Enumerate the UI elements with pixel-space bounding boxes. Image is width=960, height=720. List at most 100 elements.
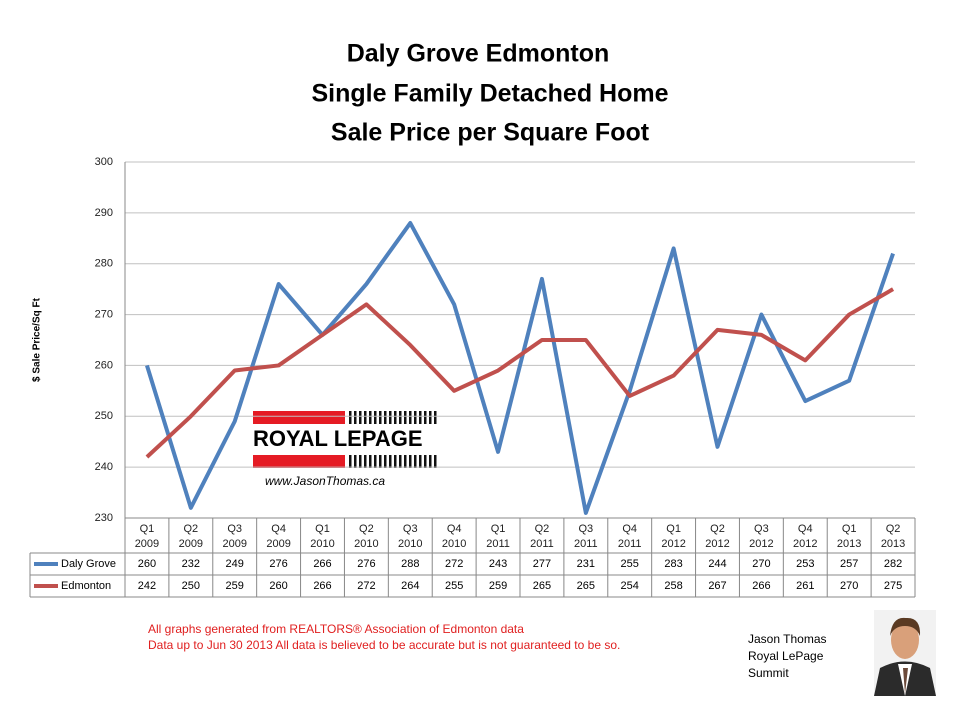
x-tick-label: Q1 <box>315 523 330 535</box>
y-tick-label: 270 <box>95 308 113 320</box>
data-label: 288 <box>401 558 419 570</box>
x-tick-label: 2012 <box>705 538 729 550</box>
logo-tick <box>359 411 362 424</box>
logo-tick <box>374 411 377 424</box>
author: Jason Thomas <box>748 632 827 646</box>
data-label: 265 <box>533 580 551 592</box>
y-tick-label: 260 <box>95 359 113 371</box>
x-tick-label: 2010 <box>398 538 422 550</box>
logo-tick <box>404 455 407 468</box>
author: Royal LePage <box>748 649 824 663</box>
logo-tick <box>399 455 402 468</box>
x-tick-label: 2011 <box>574 538 598 550</box>
logo-tick <box>424 411 427 424</box>
x-tick-label: Q4 <box>271 523 286 535</box>
x-tick-label: 2013 <box>881 538 905 550</box>
x-tick-label: 2009 <box>135 538 159 550</box>
logo-tick <box>429 411 432 424</box>
logo-tick <box>409 455 412 468</box>
logo-tick <box>349 411 352 424</box>
x-tick-label: 2010 <box>310 538 334 550</box>
logo-bar <box>253 411 345 424</box>
logo-tick <box>394 411 397 424</box>
logo-tick <box>364 411 367 424</box>
x-tick-label: 2013 <box>837 538 861 550</box>
y-tick-label: 250 <box>95 410 113 422</box>
logo-tick <box>389 455 392 468</box>
data-label: 255 <box>621 558 639 570</box>
logo-tick <box>409 411 412 424</box>
x-tick-label: 2011 <box>530 538 554 550</box>
chart-title: Single Family Detached Home <box>311 80 668 108</box>
x-tick-label: 2011 <box>486 538 510 550</box>
x-tick-label: Q2 <box>183 523 198 535</box>
data-label: 282 <box>884 558 902 570</box>
x-tick-label: Q2 <box>886 523 901 535</box>
data-label: 266 <box>313 580 331 592</box>
data-label: 272 <box>357 580 375 592</box>
logo-tick <box>359 455 362 468</box>
legend-label: Daly Grove <box>61 558 116 570</box>
data-label: 277 <box>533 558 551 570</box>
logo-tick <box>374 455 377 468</box>
data-label: 243 <box>489 558 507 570</box>
data-label: 265 <box>577 580 595 592</box>
data-label: 276 <box>269 558 287 570</box>
author: Summit <box>748 666 789 680</box>
chart-title: Daly Grove Edmonton <box>347 40 610 68</box>
data-label: 254 <box>621 580 639 592</box>
data-label: 244 <box>708 558 726 570</box>
chart-title: Sale Price per Square Foot <box>331 119 650 147</box>
data-label: 266 <box>313 558 331 570</box>
x-tick-label: Q1 <box>140 523 155 535</box>
x-tick-label: Q4 <box>622 523 637 535</box>
y-tick-label: 280 <box>95 258 113 270</box>
x-tick-label: Q4 <box>798 523 813 535</box>
data-label: 258 <box>664 580 682 592</box>
logo-tick <box>404 411 407 424</box>
x-tick-label: Q3 <box>227 523 242 535</box>
logo-tick <box>399 411 402 424</box>
data-label: 259 <box>226 580 244 592</box>
logo-bar <box>253 455 345 468</box>
x-tick-label: Q3 <box>403 523 418 535</box>
logo-tick <box>434 411 437 424</box>
y-tick-label: 300 <box>95 156 113 168</box>
data-label: 276 <box>357 558 375 570</box>
logo-tick <box>414 455 417 468</box>
series-line <box>145 287 895 459</box>
logo-tick <box>389 411 392 424</box>
logo-tick <box>394 455 397 468</box>
x-tick-label: 2010 <box>442 538 466 550</box>
footer-note: All graphs generated from REALTORS® Asso… <box>148 622 524 636</box>
logo-tick <box>419 411 422 424</box>
logo-tick <box>429 455 432 468</box>
data-label: 260 <box>269 580 287 592</box>
legend-label: Edmonton <box>61 580 111 592</box>
logo-tick <box>384 455 387 468</box>
x-tick-label: Q3 <box>578 523 593 535</box>
data-label: 275 <box>884 580 902 592</box>
y-tick-label: 290 <box>95 207 113 219</box>
x-tick-label: 2012 <box>661 538 685 550</box>
data-label: 266 <box>752 580 770 592</box>
x-tick-label: Q3 <box>754 523 769 535</box>
x-tick-label: 2011 <box>618 538 642 550</box>
logo-tick <box>379 455 382 468</box>
logo-tick <box>379 411 382 424</box>
author-photo <box>874 610 936 696</box>
logo: ROYAL LEPAGE www.JasonThomas.ca <box>253 411 437 488</box>
x-tick-label: Q1 <box>491 523 506 535</box>
logo-tick <box>354 411 357 424</box>
data-label: 249 <box>226 558 244 570</box>
logo-tick <box>364 455 367 468</box>
data-label: 257 <box>840 558 858 570</box>
footer-note: Data up to Jun 30 2013 All data is belie… <box>148 638 620 652</box>
data-label: 261 <box>796 580 814 592</box>
data-label: 231 <box>577 558 595 570</box>
x-tick-label: Q4 <box>447 523 462 535</box>
x-tick-label: Q2 <box>359 523 374 535</box>
x-tick-label: 2009 <box>266 538 290 550</box>
data-label: 255 <box>445 580 463 592</box>
